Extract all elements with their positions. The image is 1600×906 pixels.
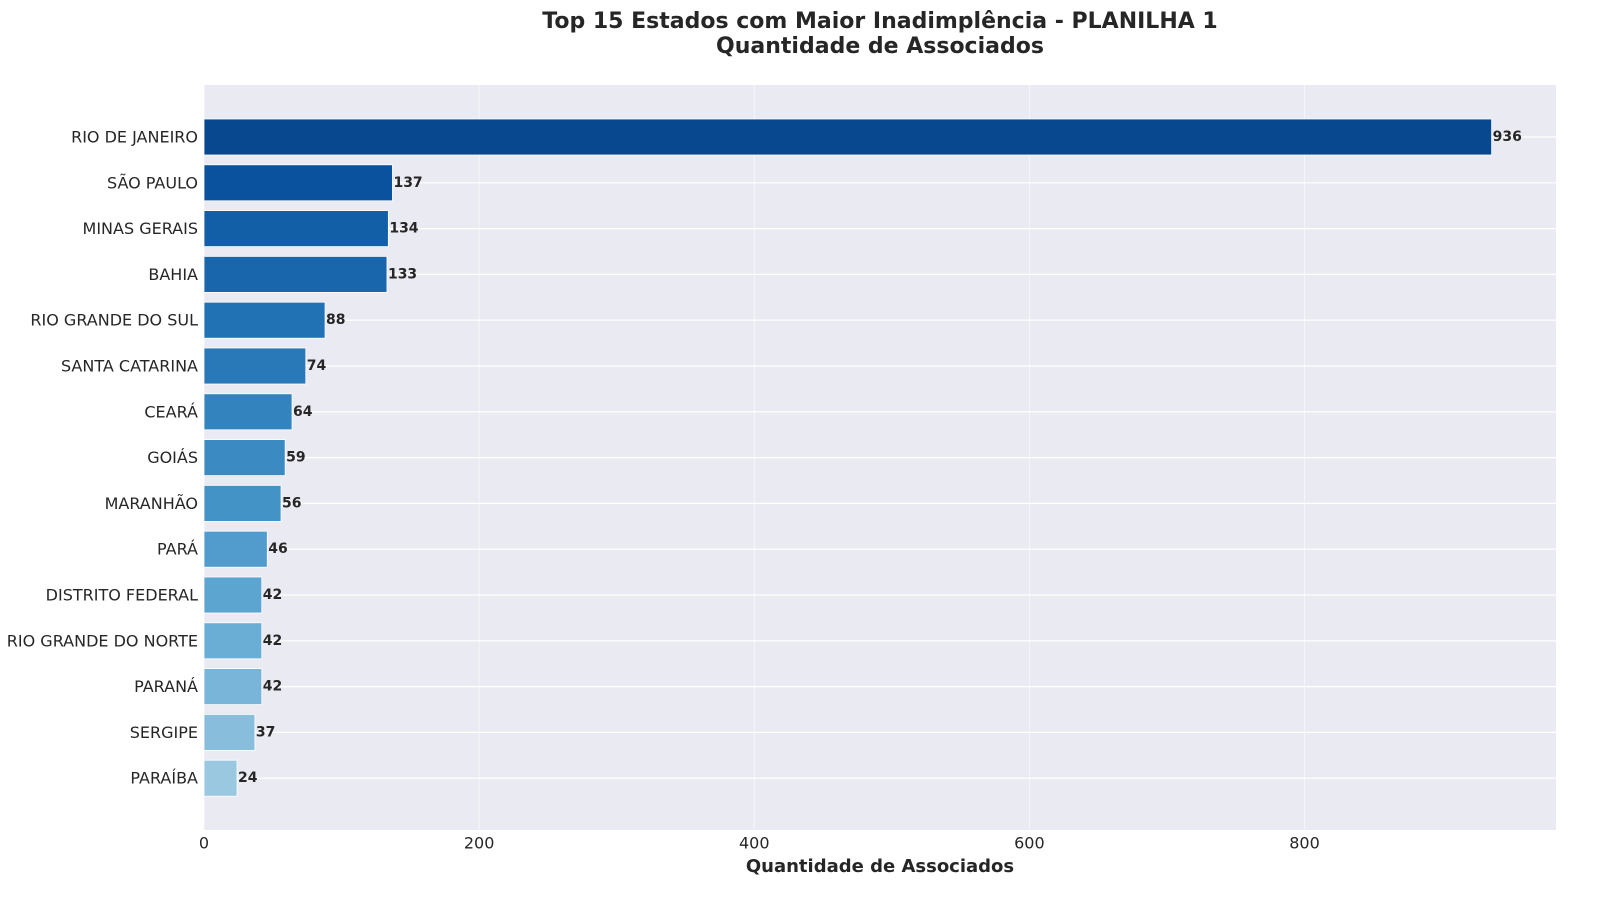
y-tick-label: MARANHÃO [105, 494, 198, 513]
bar [203, 759, 238, 797]
x-tick-label: 600 [1014, 834, 1045, 853]
bar [203, 530, 268, 568]
value-label: 74 [307, 358, 327, 374]
bar [203, 347, 307, 385]
x-axis-label: Quantidade de Associados [746, 856, 1014, 877]
bar [203, 118, 1493, 156]
y-tick-label: RIO GRANDE DO SUL [30, 311, 198, 330]
value-label: 46 [268, 541, 287, 557]
y-tick-label: RIO GRANDE DO NORTE [7, 631, 198, 650]
value-label: 42 [263, 633, 282, 649]
bar [203, 210, 389, 248]
value-label: 133 [388, 266, 417, 282]
y-tick-label: MINAS GERAIS [83, 219, 198, 238]
y-tick-label: SÃO PAULO [107, 173, 198, 192]
bar [203, 714, 256, 751]
y-tick-label: SANTA CATARINA [61, 357, 198, 376]
y-tick-label: BAHIA [148, 265, 198, 284]
value-label: 56 [282, 495, 301, 511]
bar [203, 576, 263, 614]
bar [203, 255, 388, 293]
x-tick-label: 800 [1289, 834, 1320, 853]
value-label: 37 [256, 724, 275, 740]
bar [203, 164, 393, 202]
value-label: 59 [286, 450, 305, 466]
value-label: 936 [1493, 129, 1522, 145]
bar [203, 484, 282, 522]
bar [203, 668, 263, 705]
chart-subtitle: Quantidade de Associados [716, 34, 1044, 59]
y-tick-label: DISTRITO FEDERAL [46, 586, 198, 605]
y-tick-label: GOIÁS [147, 448, 198, 467]
bar [203, 439, 286, 477]
y-tick-label: PARÁ [157, 540, 198, 559]
y-tick-label: PARAÍBA [130, 769, 198, 788]
value-label: 64 [293, 404, 313, 420]
value-label: 88 [326, 312, 345, 328]
x-tick-label: 200 [464, 834, 495, 853]
y-tick-label: PARANÁ [134, 677, 198, 696]
value-label: 42 [263, 587, 282, 603]
bar [203, 622, 263, 660]
chart-title: Top 15 Estados com Maior Inadimplência -… [542, 9, 1217, 34]
x-tick-label: 0 [199, 834, 209, 853]
value-label: 134 [389, 221, 418, 237]
value-label: 42 [263, 679, 282, 695]
y-tick-label: CEARÁ [144, 402, 198, 421]
value-label: 137 [393, 175, 422, 191]
y-tick-label: RIO DE JANEIRO [71, 128, 198, 147]
value-label: 24 [238, 770, 258, 786]
bar [203, 393, 293, 431]
y-tick-label: SERGIPE [130, 723, 198, 742]
bar [203, 301, 326, 339]
x-tick-label: 400 [739, 834, 770, 853]
